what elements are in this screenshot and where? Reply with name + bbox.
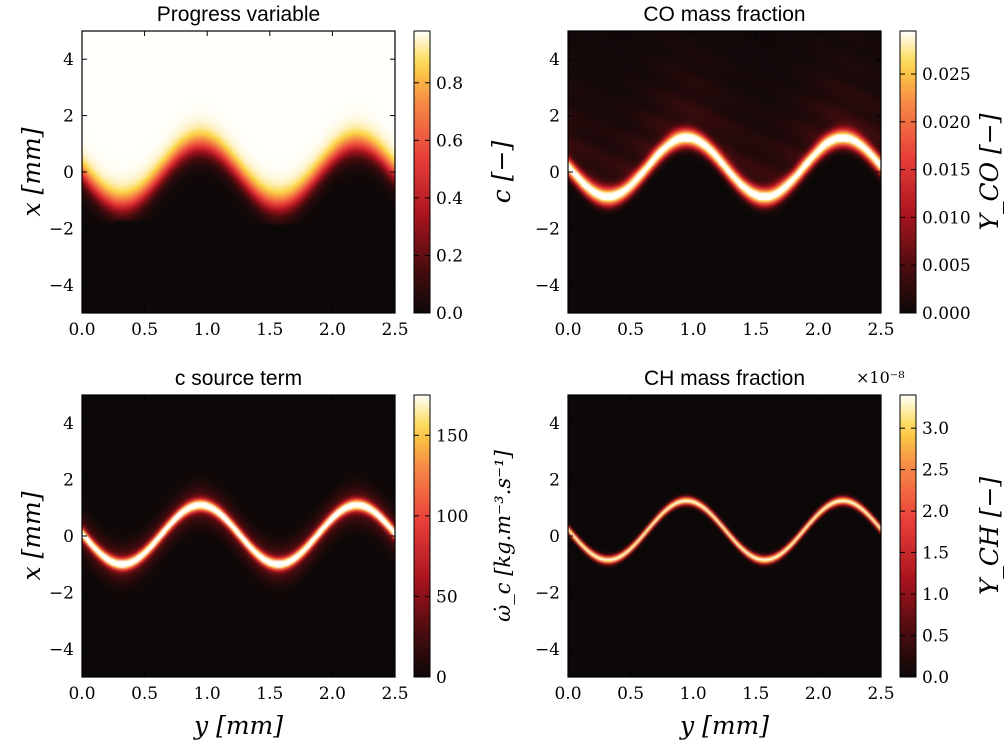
colorbar-tick-label: 0.005: [922, 256, 971, 276]
colorbar-tick-label: 1.5: [922, 544, 949, 564]
colorbar-tick-label: 0.0: [922, 668, 949, 688]
panel-title: Progress variable: [157, 3, 320, 26]
y-tick-label: −2: [49, 583, 74, 603]
x-tick-label: 2.0: [805, 320, 832, 340]
colorbar-tick-label: 0.000: [922, 304, 971, 324]
y-tick-label: 4: [63, 50, 74, 70]
x-tick-label: 2.5: [867, 684, 894, 704]
y-tick-label: 2: [63, 471, 74, 491]
y-tick-label: 4: [549, 414, 560, 434]
panel-co: CO mass fraction 0.0 0.5 1.0 1.5 2.0 2.5 4 2 0 −2 −…: [535, 3, 1004, 340]
panel-source: c source term 0.0 0.5 1.0 1.5 2.0 2.5 4 2 0 −2 −4 x …: [17, 367, 515, 740]
x-tick-label: 0.5: [131, 320, 158, 340]
y-tick-label: 4: [549, 50, 560, 70]
y-tick-label: −4: [49, 640, 74, 660]
x-tick-label: 2.0: [319, 684, 346, 704]
x-tick-label: 1.5: [256, 684, 283, 704]
colorbar-tick-label: 0.015: [922, 161, 971, 181]
colorbar-tick-label: 0.0: [436, 304, 463, 324]
y-tick-label: −4: [535, 276, 560, 296]
heatmap-field: [82, 31, 395, 313]
colorbar: [413, 30, 431, 314]
colorbar-tick-label: 0.2: [436, 246, 463, 266]
x-tick-label: 2.0: [319, 320, 346, 340]
y-tick-label: 0: [63, 163, 74, 183]
y-tick-label: 4: [63, 414, 74, 434]
colorbar-tick-label: 0.6: [436, 131, 463, 151]
y-tick-label: −2: [535, 219, 560, 239]
x-tick-label: 1.0: [194, 684, 221, 704]
colorbar-tick-label: 0.020: [922, 113, 971, 133]
colorbar-tick-label: 0.025: [922, 65, 971, 85]
panel-title: c source term: [175, 367, 302, 390]
colorbar-tick-label: 150: [436, 426, 468, 446]
x-tick-label: 2.5: [381, 320, 408, 340]
panel-progress: Progress variable 0.0 0.5 1.0 1.5 2.0 2.5 4 2 0 −2…: [17, 3, 516, 340]
x-axis-label: y [mm]: [193, 711, 283, 740]
x-tick-label: 2.5: [867, 320, 894, 340]
x-tick-label: 0.0: [68, 320, 95, 340]
colorbar-tick-label: 0: [436, 668, 447, 688]
y-tick-label: −2: [535, 583, 560, 603]
colorbar-tick-label: 3.0: [922, 419, 949, 439]
colorbar-label: Y_CH [−]: [975, 477, 1004, 596]
y-tick-label: 0: [63, 527, 74, 547]
colorbar-tick-label: 100: [436, 507, 468, 527]
x-tick-label: 1.5: [742, 684, 769, 704]
colorbar-tick-label: 0.4: [436, 189, 463, 209]
colorbar-label: ω̇_c [kg.m⁻³.s⁻¹]: [491, 449, 515, 621]
colorbar-tick-label: 1.0: [922, 585, 949, 605]
y-tick-label: 0: [549, 163, 560, 183]
x-tick-label: 0.0: [554, 684, 581, 704]
colorbar-tick-label: 0.8: [436, 74, 463, 94]
panel-title: CH mass fraction: [644, 367, 805, 390]
colorbar-tick-label: 2.5: [922, 461, 949, 481]
x-tick-label: 2.5: [381, 684, 408, 704]
heatmap-field: [568, 395, 881, 677]
colorbar-tick-label: 2.0: [922, 502, 949, 522]
y-axis-label: x [mm]: [17, 127, 46, 216]
heatmap-field: [82, 395, 395, 677]
y-tick-label: 2: [63, 107, 74, 127]
colorbar-scale-note: ×10⁻⁸: [856, 368, 905, 387]
x-tick-label: 1.0: [680, 684, 707, 704]
colorbar-tick-label: 50: [436, 587, 458, 607]
panel-ch: CH mass fraction 0.0 0.5 1.0 1.5 2.0 2.5 4 2 0 −2 −…: [535, 367, 1004, 740]
x-tick-label: 0.5: [617, 320, 644, 340]
y-tick-label: −2: [49, 219, 74, 239]
y-tick-label: 2: [549, 471, 560, 491]
y-tick-label: −4: [535, 640, 560, 660]
colorbar: [413, 394, 431, 678]
x-tick-label: 1.0: [680, 320, 707, 340]
y-tick-label: 0: [549, 527, 560, 547]
colorbar-label: c [−]: [487, 141, 516, 204]
heatmap-field: [568, 31, 881, 313]
colorbar: [899, 30, 917, 314]
panel-title: CO mass fraction: [643, 3, 805, 26]
x-axis-label: y [mm]: [679, 711, 769, 740]
x-tick-label: 0.5: [617, 684, 644, 704]
x-tick-label: 1.5: [742, 320, 769, 340]
colorbar-tick-label: 0.5: [922, 627, 949, 647]
y-tick-label: −4: [49, 276, 74, 296]
colorbar-label: Y_CO [−]: [975, 113, 1004, 230]
x-tick-label: 0.5: [131, 684, 158, 704]
x-tick-label: 1.0: [194, 320, 221, 340]
x-tick-label: 1.5: [256, 320, 283, 340]
colorbar-tick-label: 0.010: [922, 208, 971, 228]
x-tick-label: 2.0: [805, 684, 832, 704]
y-tick-label: 2: [549, 107, 560, 127]
x-tick-label: 0.0: [554, 320, 581, 340]
colorbar: [899, 394, 917, 678]
y-axis-label: x [mm]: [17, 491, 46, 580]
x-tick-label: 0.0: [68, 684, 95, 704]
